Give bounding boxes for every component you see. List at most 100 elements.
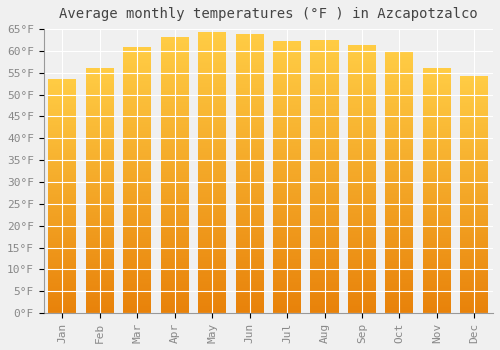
Bar [310, 171, 338, 173]
Bar [48, 106, 76, 107]
Bar [423, 265, 451, 266]
Bar [310, 167, 338, 169]
Bar [423, 79, 451, 80]
Bar [348, 295, 376, 297]
Bar [48, 121, 76, 122]
Bar [236, 50, 264, 52]
Bar [86, 150, 114, 152]
Bar [48, 198, 76, 200]
Bar [423, 281, 451, 282]
Bar [86, 106, 114, 107]
Bar [460, 156, 488, 157]
Bar [123, 216, 152, 217]
Bar [236, 274, 264, 275]
Bar [310, 231, 338, 233]
Bar [423, 184, 451, 186]
Bar [86, 298, 114, 300]
Bar [198, 175, 226, 177]
Bar [386, 302, 413, 304]
Bar [460, 80, 488, 82]
Bar [48, 274, 76, 276]
Bar [48, 219, 76, 221]
Bar [348, 81, 376, 83]
Bar [123, 98, 152, 99]
Bar [423, 107, 451, 108]
Bar [423, 210, 451, 211]
Bar [348, 61, 376, 63]
Bar [123, 118, 152, 119]
Bar [386, 185, 413, 187]
Bar [273, 133, 301, 135]
Bar [310, 168, 338, 170]
Bar [386, 236, 413, 237]
Bar [236, 53, 264, 55]
Bar [86, 293, 114, 295]
Bar [386, 153, 413, 154]
Bar [236, 135, 264, 137]
Bar [198, 80, 226, 82]
Bar [310, 55, 338, 57]
Bar [423, 227, 451, 229]
Bar [123, 197, 152, 199]
Bar [348, 107, 376, 108]
Bar [386, 283, 413, 285]
Bar [198, 241, 226, 243]
Bar [48, 125, 76, 126]
Bar [423, 201, 451, 203]
Bar [48, 155, 76, 156]
Bar [423, 218, 451, 220]
Bar [198, 139, 226, 141]
Bar [48, 273, 76, 274]
Bar [348, 146, 376, 147]
Bar [236, 270, 264, 271]
Bar [123, 173, 152, 175]
Bar [460, 111, 488, 112]
Bar [423, 279, 451, 280]
Bar [86, 202, 114, 203]
Bar [48, 280, 76, 281]
Bar [273, 90, 301, 92]
Bar [123, 112, 152, 114]
Bar [460, 300, 488, 301]
Bar [386, 92, 413, 94]
Bar [348, 220, 376, 222]
Bar [160, 273, 189, 274]
Bar [123, 153, 152, 155]
Bar [123, 265, 152, 267]
Bar [86, 145, 114, 147]
Bar [123, 161, 152, 163]
Bar [310, 305, 338, 306]
Bar [460, 88, 488, 90]
Bar [86, 167, 114, 169]
Bar [198, 34, 226, 35]
Bar [310, 141, 338, 143]
Bar [86, 253, 114, 254]
Bar [236, 215, 264, 217]
Bar [310, 183, 338, 185]
Bar [273, 312, 301, 313]
Bar [198, 36, 226, 38]
Bar [423, 264, 451, 265]
Bar [48, 99, 76, 100]
Bar [236, 272, 264, 274]
Bar [460, 255, 488, 256]
Bar [423, 75, 451, 77]
Bar [423, 216, 451, 217]
Bar [123, 74, 152, 75]
Bar [386, 215, 413, 217]
Bar [310, 181, 338, 182]
Bar [48, 187, 76, 188]
Bar [123, 225, 152, 227]
Bar [310, 147, 338, 148]
Bar [198, 63, 226, 65]
Bar [348, 139, 376, 140]
Bar [160, 194, 189, 196]
Bar [386, 62, 413, 64]
Bar [348, 223, 376, 225]
Bar [460, 278, 488, 279]
Bar [123, 260, 152, 261]
Bar [123, 64, 152, 66]
Bar [460, 146, 488, 148]
Bar [460, 294, 488, 295]
Bar [48, 226, 76, 228]
